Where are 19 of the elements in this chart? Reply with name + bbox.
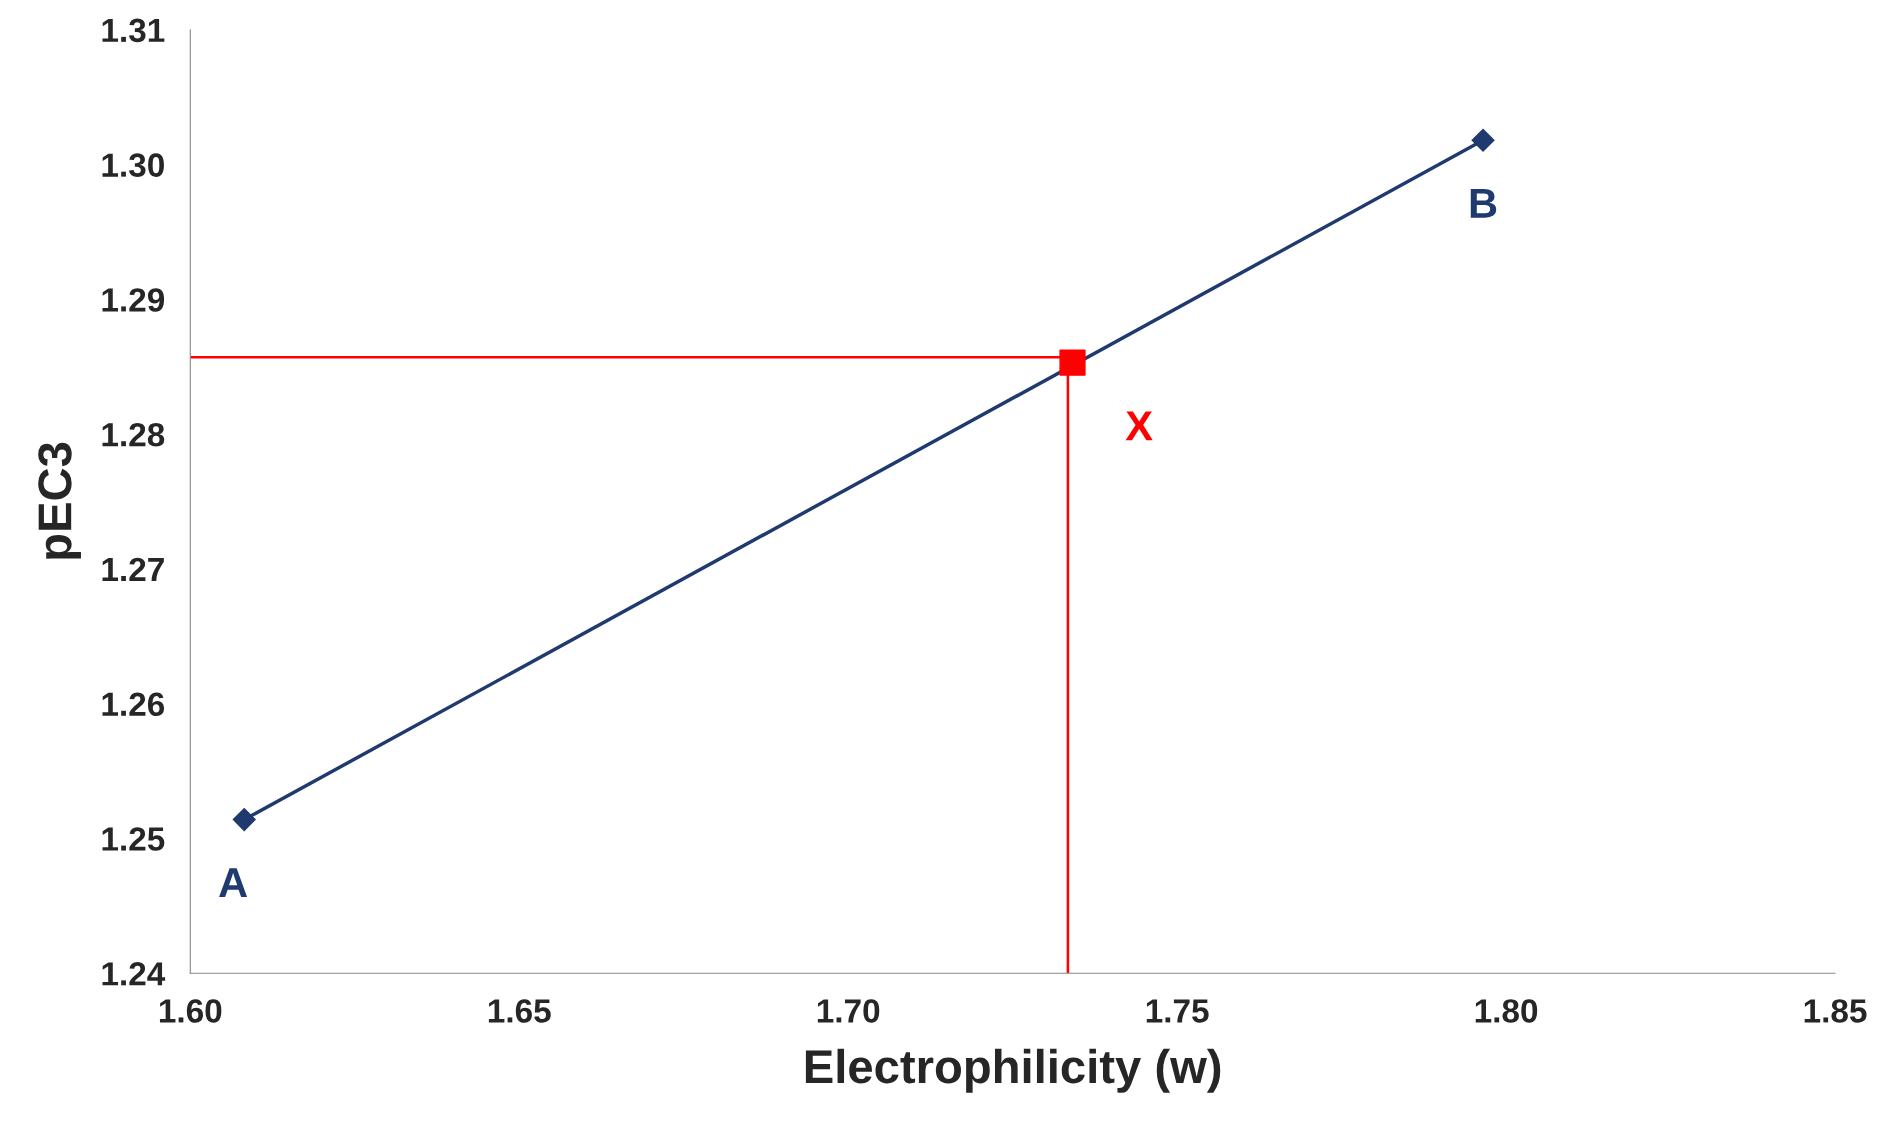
annotation: B	[1470, 189, 1497, 218]
y-tick-label: 1.27	[102, 557, 164, 581]
x-tick-label: 1.60	[159, 999, 222, 1023]
x-tick-label: 1.85	[1804, 999, 1867, 1023]
y-axis-title: pEC3	[38, 442, 81, 559]
y-tick-label: 1.24	[102, 962, 166, 986]
y-tick-label: 1.29	[102, 288, 165, 312]
x-tick-label: 1.70	[817, 999, 880, 1023]
y-tick-label: 1.31	[102, 18, 165, 43]
x-tick-label: 1.65	[488, 999, 551, 1023]
y-tick-label: 1.28	[102, 422, 165, 447]
x-axis-title: Electrophilicity (w)	[805, 1048, 1221, 1093]
y-tick-label: 1.30	[102, 153, 164, 178]
y-tick-label: 1.25	[102, 827, 165, 851]
y-tick-label: 1.26	[102, 692, 165, 717]
annotation: A	[219, 868, 248, 898]
x-tick-label: 1.80	[1475, 999, 1538, 1023]
x-tick-label: 1.75	[1146, 999, 1209, 1023]
annotation: X	[1125, 411, 1153, 441]
